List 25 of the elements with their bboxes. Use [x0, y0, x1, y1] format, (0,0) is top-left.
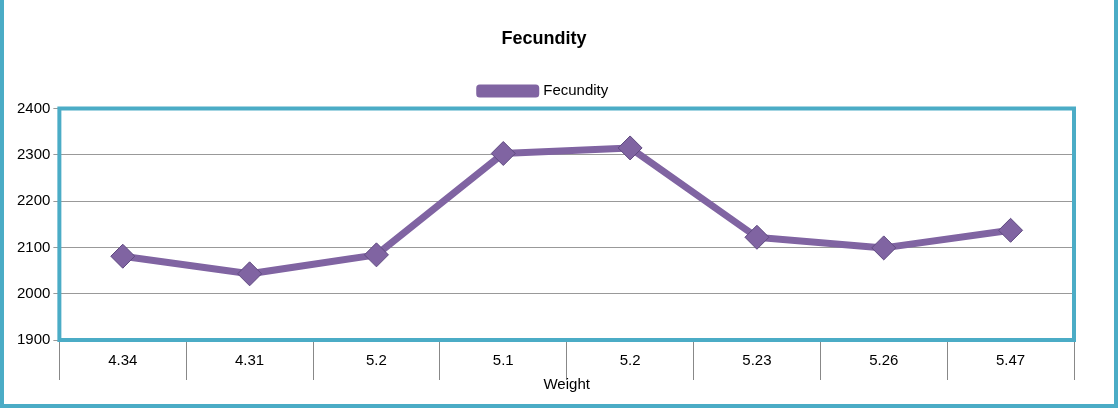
point	[490, 140, 516, 166]
y-tick-label: 2400	[16, 98, 51, 116]
y-tick-label: 1900	[16, 330, 51, 348]
point	[110, 243, 136, 269]
point	[363, 242, 389, 268]
legend-label: Fecundity	[543, 81, 609, 99]
x-tick-label: 5.1	[492, 351, 514, 369]
x-tick-label: 5.26	[869, 351, 899, 369]
point	[871, 235, 897, 261]
point	[237, 261, 263, 287]
x-tick-label: 5.2	[619, 351, 641, 369]
point	[744, 224, 770, 250]
x-axis-title: Weight	[543, 375, 591, 393]
x-tick-label: 5.23	[742, 351, 772, 369]
y-tick-label: 2200	[16, 191, 51, 209]
chart-title: Fecundity	[501, 27, 587, 48]
x-tick-label: 4.31	[235, 351, 265, 369]
y-tick-label: 2000	[16, 283, 51, 301]
point	[617, 135, 643, 161]
y-tick-label: 2300	[16, 145, 51, 163]
y-tick-label: 2100	[16, 237, 51, 255]
x-tick-label: 5.47	[995, 351, 1026, 369]
x-tick-label: 4.34	[108, 351, 138, 369]
x-tick-label: 5.2	[366, 351, 387, 369]
point	[998, 217, 1024, 243]
